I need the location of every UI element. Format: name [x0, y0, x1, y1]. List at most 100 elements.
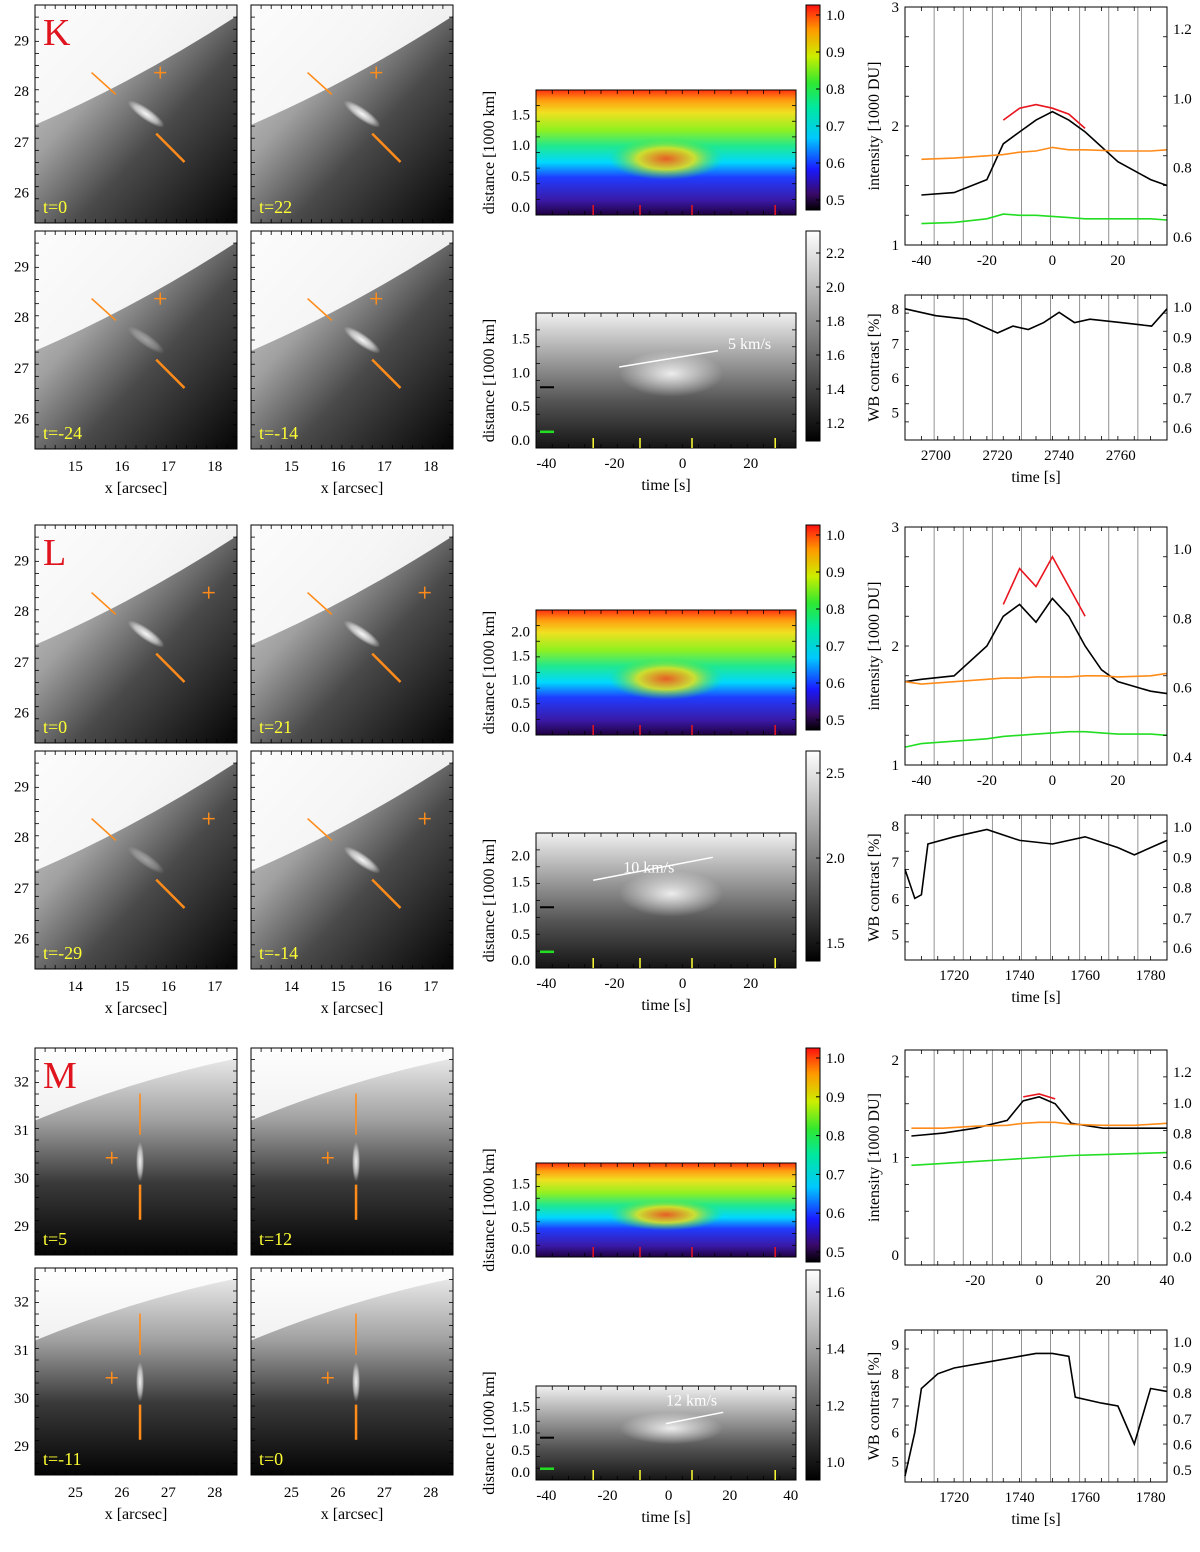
intensity-ytick-right: 1.2 [1173, 1065, 1192, 1081]
xt-gray-ytick: 2.0 [511, 848, 530, 864]
contrast-ytick-left: 6 [892, 371, 900, 387]
cut-line-lower [371, 652, 402, 683]
image-panel-M-2: t=12 [250, 1047, 454, 1256]
xt-gray-xtick: -40 [536, 976, 556, 992]
intensity-ytick-left: 0 [892, 1248, 900, 1264]
cut-line-lower [371, 358, 402, 389]
image-ytick: 26 [14, 186, 30, 202]
image-sky-region [35, 231, 237, 351]
intensity-ytick-right: 1.0 [1173, 542, 1192, 558]
colorbar-tick-label: 2.0 [826, 280, 845, 296]
image-ytick: 27 [14, 655, 30, 671]
contrast-xtick: 1780 [1136, 1490, 1166, 1506]
contrast-ytick-right: 0.9 [1173, 1361, 1192, 1377]
colorbar-tick-label: 0.5 [826, 193, 845, 209]
image-ytick: 27 [14, 881, 30, 897]
contrast-ytick-left: 8 [892, 1367, 900, 1383]
minor-ticks [536, 1386, 796, 1480]
intensity-ytick-left: 1 [892, 1151, 900, 1167]
intensity-ytick-right: 0.6 [1173, 230, 1192, 246]
series-line-3 [911, 1121, 1168, 1129]
contrast-xtick: 2720 [982, 448, 1012, 464]
contrast-xlabel: time [s] [1011, 469, 1060, 486]
image-ytick: 27 [14, 135, 30, 151]
contrast-xtick: 1740 [1005, 1490, 1035, 1506]
intensity-ytick-right: 0.8 [1173, 161, 1192, 177]
intensity-xtick: 20 [1096, 1273, 1111, 1289]
image-bright-feature [352, 1361, 361, 1402]
colorbar-tick-label: 0.6 [826, 156, 845, 172]
colorbar-tick-label: 2.0 [826, 851, 845, 867]
image-ytick: 29 [14, 1439, 29, 1455]
colorbar-gray [805, 230, 821, 442]
intensity-ytick-right: 0.8 [1173, 611, 1192, 627]
time-label-t=0: t=0 [43, 197, 67, 217]
series-line-2 [1002, 103, 1086, 130]
minor-ticks [251, 525, 453, 743]
panel-letter-M: M [43, 1055, 77, 1097]
cross-marker [370, 292, 383, 305]
image-xtick: 18 [207, 459, 222, 475]
contrast-xtick: 1780 [1136, 968, 1166, 984]
colorbar-tick-label: 0.9 [826, 1090, 845, 1106]
image-ytick: 32 [14, 1075, 29, 1091]
xt-gray-event [619, 350, 724, 397]
image-xtick: 16 [114, 459, 130, 475]
color-xt-diagram-K: 0.0 0.5 1.0 1.5 distance [1000 km] 0.5 0.6 0.7 0… [481, 4, 845, 216]
intensity-ytick-left: 2 [892, 639, 900, 655]
image-xlabel: x [arcsec] [321, 480, 384, 497]
image-ytick: 27 [14, 361, 30, 377]
image-bright-feature [343, 326, 381, 354]
cut-line-upper [307, 71, 333, 95]
minor-ticks [35, 751, 237, 969]
minor-ticks [905, 295, 1167, 440]
image-panel-L-1: t=0 [34, 524, 238, 744]
cut-line-upper [307, 817, 333, 841]
xt-gray-xlabel: time [s] [641, 477, 690, 494]
xt-gray-xtick: 20 [743, 976, 758, 992]
series-line-3 [904, 672, 1168, 685]
minor-ticks [35, 525, 237, 743]
time-label-t=0: t=0 [259, 1449, 283, 1469]
image-ytick: 26 [14, 932, 30, 948]
intensity-xtick: -20 [965, 1273, 985, 1289]
image-xtick: 16 [377, 979, 393, 995]
cross-marker [105, 1371, 118, 1384]
xt-color-ytick: 1.0 [511, 672, 530, 688]
minor-ticks [35, 231, 237, 449]
plot-frame [904, 6, 1168, 246]
image-sky-region [35, 5, 237, 125]
contrast-ylabel: WB contrast [%] [866, 313, 883, 421]
series-line-1 [911, 1096, 1167, 1137]
image-panel-L-3: t=-29 [34, 750, 238, 970]
colorbar-jet [805, 4, 821, 211]
image-ytick: 30 [14, 1171, 29, 1187]
plot-frame [904, 814, 1168, 961]
image-panel-K-3: t=-24 [34, 230, 238, 450]
series-line-4 [911, 1151, 1168, 1167]
contrast-xtick: 2740 [1044, 448, 1074, 464]
speed-label: 10 km/s [623, 859, 674, 876]
xt-color-ytick: 0.0 [511, 720, 530, 736]
contrast-ytick-right: 0.6 [1173, 941, 1192, 957]
contrast-ytick-left: 6 [892, 891, 900, 907]
intensity-ytick-left: 1 [892, 238, 900, 254]
minor-ticks [35, 5, 237, 223]
image-ytick: 28 [14, 310, 29, 326]
intensity-xtick: -20 [977, 253, 997, 269]
colorbar-tick-label: 0.6 [826, 1206, 845, 1222]
contrast-ytick-left: 7 [892, 1396, 900, 1412]
image-sky-region [35, 525, 237, 645]
image-bright-feature [136, 1141, 145, 1182]
color-xt-diagram-L: 0.0 0.5 1.0 1.5 2.0 distance [1000 km] 0.5 0.6 0… [481, 524, 845, 736]
cross-marker [202, 586, 215, 599]
contrast-plot-L: 5 6 7 8 0.6 0.7 0.8 0.9 1.0 1720 1740 1760 1780 time … [866, 814, 1192, 1006]
xt-color-ylabel: distance [1000 km] [481, 91, 498, 215]
intensity-plot-M: 0 1 2 0.0 0.2 0.4 0.6 0.8 1.0 1.2 -20 0 20 40 intensit… [866, 1049, 1192, 1289]
image-ytick: 30 [14, 1391, 29, 1407]
xt-gray-ytick: 1.5 [511, 1400, 530, 1416]
contrast-ytick-left: 8 [892, 302, 900, 318]
contrast-ytick-right: 0.9 [1173, 850, 1192, 866]
contrast-ytick-left: 5 [892, 405, 900, 421]
